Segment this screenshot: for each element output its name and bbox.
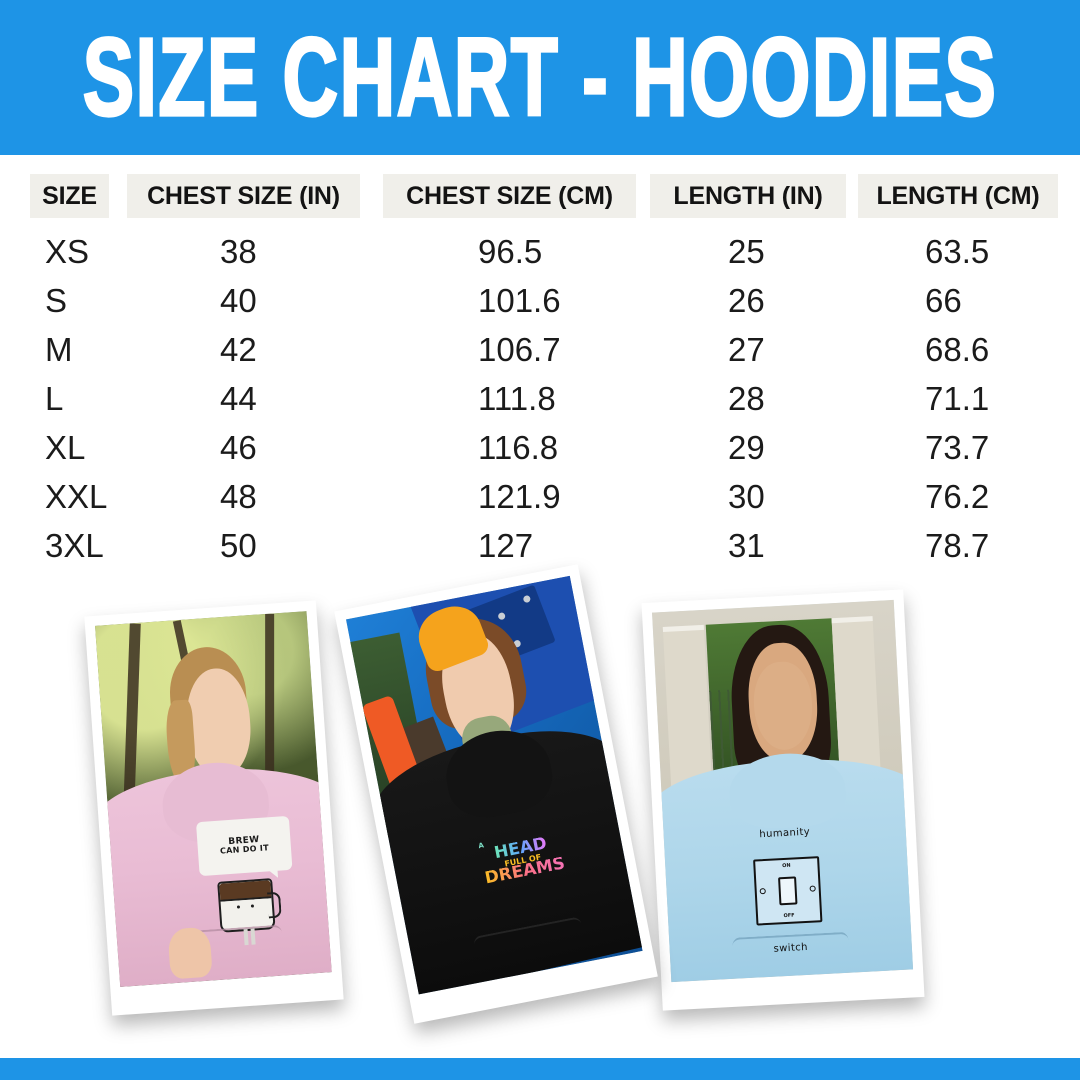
product-photo-gallery: BREW CAN DO IT bbox=[0, 564, 1080, 1060]
photo-image: A HEAD FULL OF DREAMS bbox=[345, 575, 643, 995]
table-row: S 40 101.6 26 66 bbox=[0, 276, 1080, 325]
light-switch-icon: ON OFF bbox=[753, 856, 823, 926]
switch-label-on: ON bbox=[782, 862, 791, 869]
cell-chest-in: 48 bbox=[220, 477, 257, 515]
cell-chest-cm: 116.8 bbox=[478, 428, 559, 466]
cell-chest-in: 40 bbox=[220, 281, 257, 319]
coffee-cup-icon bbox=[217, 878, 276, 945]
cup-eye bbox=[236, 905, 240, 909]
switch-label-off: OFF bbox=[783, 912, 795, 920]
cell-chest-cm: 101.6 bbox=[478, 281, 561, 319]
cell-chest-cm: 106.7 bbox=[478, 330, 561, 368]
cell-size: M bbox=[45, 330, 73, 368]
cell-length-in: 31 bbox=[728, 526, 765, 564]
cell-size: XS bbox=[45, 232, 90, 270]
table-row: M 42 106.7 27 68.6 bbox=[0, 325, 1080, 374]
cell-length-in: 27 bbox=[728, 330, 765, 368]
size-chart-table: SIZE CHEST SIZE (IN) CHEST SIZE (CM) LEN… bbox=[0, 155, 1080, 575]
cell-size: L bbox=[45, 379, 64, 417]
column-header-length-in: LENGTH (IN) bbox=[650, 174, 846, 218]
table-row: XXL 48 121.9 30 76.2 bbox=[0, 472, 1080, 521]
cell-size: XXL bbox=[45, 477, 108, 515]
column-header-size: SIZE bbox=[30, 174, 109, 218]
cell-length-in: 30 bbox=[728, 477, 765, 515]
print-line-1: humanity bbox=[759, 826, 811, 841]
cell-chest-in: 44 bbox=[220, 379, 257, 417]
cell-length-cm: 73.7 bbox=[925, 428, 990, 466]
table-header-row: SIZE CHEST SIZE (IN) CHEST SIZE (CM) LEN… bbox=[0, 174, 1080, 218]
print-line-2: CAN DO IT bbox=[219, 843, 270, 857]
footer-bar bbox=[0, 1058, 1080, 1080]
page-title: SIZE CHART - HOODIES bbox=[82, 16, 998, 139]
cell-chest-in: 46 bbox=[220, 428, 257, 466]
cell-size: XL bbox=[45, 428, 86, 466]
table-row: XL 46 116.8 29 73.7 bbox=[0, 423, 1080, 472]
cell-chest-in: 50 bbox=[220, 526, 257, 564]
product-photo-black-dreams-hoodie: A HEAD FULL OF DREAMS bbox=[334, 564, 658, 1024]
cell-length-cm: 68.6 bbox=[925, 330, 990, 368]
cell-length-in: 29 bbox=[728, 428, 765, 466]
cell-length-in: 26 bbox=[728, 281, 765, 319]
cup-eye bbox=[250, 904, 254, 908]
cell-size: 3XL bbox=[45, 526, 104, 564]
column-header-length-cm: LENGTH (CM) bbox=[858, 174, 1058, 218]
product-photo-blue-humanity-switch-hoodie: humanity ON OFF switch bbox=[641, 589, 925, 1011]
cell-length-cm: 71.1 bbox=[925, 379, 990, 417]
table-row: XS 38 96.5 25 63.5 bbox=[0, 227, 1080, 276]
cell-length-cm: 78.7 bbox=[925, 526, 990, 564]
switch-screw bbox=[809, 885, 816, 892]
switch-toggle bbox=[778, 876, 798, 906]
photo-image: BREW CAN DO IT bbox=[95, 611, 332, 987]
table-row: L 44 111.8 28 71.1 bbox=[0, 374, 1080, 423]
cell-size: S bbox=[45, 281, 68, 319]
cell-length-cm: 63.5 bbox=[925, 232, 990, 270]
table-body: XS 38 96.5 25 63.5 S 40 101.6 26 66 M 42… bbox=[0, 227, 1080, 570]
cell-length-cm: 66 bbox=[925, 281, 962, 319]
product-photo-pink-brew-hoodie: BREW CAN DO IT bbox=[84, 600, 344, 1016]
cell-chest-cm: 96.5 bbox=[478, 232, 543, 270]
hoodie-pocket bbox=[732, 932, 851, 976]
cell-length-cm: 76.2 bbox=[925, 477, 990, 515]
speech-bubble-print: BREW CAN DO IT bbox=[195, 815, 293, 877]
column-header-chest-cm: CHEST SIZE (CM) bbox=[383, 174, 636, 218]
cell-chest-cm: 127 bbox=[478, 526, 534, 564]
cell-length-in: 25 bbox=[728, 232, 765, 270]
header-banner: SIZE CHART - HOODIES bbox=[0, 0, 1080, 155]
table-row: 3XL 50 127 31 78.7 bbox=[0, 521, 1080, 570]
print-line-1: A bbox=[477, 841, 485, 851]
column-header-chest-in: CHEST SIZE (IN) bbox=[127, 174, 360, 218]
cell-chest-cm: 111.8 bbox=[478, 379, 556, 417]
photo-image: humanity ON OFF switch bbox=[652, 599, 914, 983]
cell-chest-in: 42 bbox=[220, 330, 257, 368]
cell-chest-in: 38 bbox=[220, 232, 257, 270]
cell-chest-cm: 121.9 bbox=[478, 477, 561, 515]
switch-screw bbox=[759, 888, 767, 895]
tree-trunk bbox=[265, 613, 275, 774]
cell-length-in: 28 bbox=[728, 379, 765, 417]
